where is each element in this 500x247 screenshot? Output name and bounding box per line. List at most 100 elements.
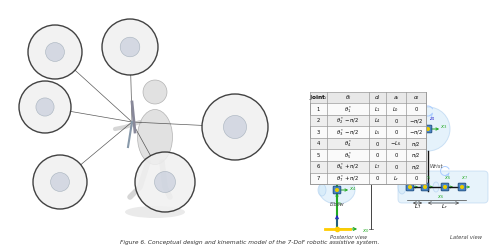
Circle shape bbox=[426, 128, 430, 130]
Circle shape bbox=[352, 138, 356, 140]
Text: $0$: $0$ bbox=[375, 140, 380, 148]
Text: $\theta_3^* - \pi/2$: $\theta_3^* - \pi/2$ bbox=[336, 127, 359, 138]
Text: $L_1$: $L_1$ bbox=[376, 173, 384, 182]
Text: $\theta_i$: $\theta_i$ bbox=[344, 93, 352, 102]
Text: $0$: $0$ bbox=[375, 151, 380, 159]
Text: $x_4$: $x_4$ bbox=[394, 165, 402, 173]
Text: $z_3$: $z_3$ bbox=[411, 121, 417, 129]
FancyBboxPatch shape bbox=[441, 183, 449, 191]
Circle shape bbox=[102, 19, 158, 75]
Text: $0$: $0$ bbox=[414, 174, 418, 182]
Text: Wrist: Wrist bbox=[429, 165, 443, 169]
Circle shape bbox=[224, 115, 246, 139]
Text: $\pi/2$: $\pi/2$ bbox=[411, 140, 421, 148]
Text: $d_i$: $d_i$ bbox=[374, 93, 381, 102]
Text: $\theta_7^* + \pi/2$: $\theta_7^* + \pi/2$ bbox=[336, 173, 359, 184]
Ellipse shape bbox=[312, 109, 372, 161]
Text: $x_5$: $x_5$ bbox=[336, 200, 342, 208]
Text: $L_5$: $L_5$ bbox=[374, 128, 381, 137]
Text: $x_4$: $x_4$ bbox=[362, 133, 370, 141]
Text: $\theta_6^* + \pi/2$: $\theta_6^* + \pi/2$ bbox=[336, 161, 359, 172]
Text: $x_5$: $x_5$ bbox=[424, 174, 430, 182]
Circle shape bbox=[36, 98, 54, 116]
FancyBboxPatch shape bbox=[398, 171, 488, 203]
Text: 5: 5 bbox=[317, 153, 320, 158]
Text: $L_r$: $L_r$ bbox=[440, 203, 448, 211]
Circle shape bbox=[135, 152, 195, 212]
Circle shape bbox=[408, 170, 412, 172]
FancyBboxPatch shape bbox=[458, 183, 466, 191]
Ellipse shape bbox=[319, 176, 355, 204]
FancyBboxPatch shape bbox=[322, 127, 330, 135]
Bar bbox=[310, 138, 426, 149]
Text: $0$: $0$ bbox=[394, 151, 398, 159]
Text: 1: 1 bbox=[317, 107, 320, 112]
FancyBboxPatch shape bbox=[406, 183, 414, 191]
Text: $\alpha_i$: $\alpha_i$ bbox=[412, 94, 420, 102]
Text: Lateral view: Lateral view bbox=[450, 234, 482, 240]
Text: $\theta_4^*$: $\theta_4^*$ bbox=[344, 138, 352, 149]
Bar bbox=[310, 115, 426, 126]
Text: 7: 7 bbox=[317, 176, 320, 181]
Text: $x_4$: $x_4$ bbox=[408, 158, 416, 166]
Bar bbox=[310, 92, 426, 103]
Text: $-L_6$: $-L_6$ bbox=[390, 139, 402, 148]
FancyBboxPatch shape bbox=[334, 127, 342, 135]
Text: $L_2$: $L_2$ bbox=[328, 147, 336, 156]
Circle shape bbox=[120, 37, 140, 57]
Text: $x_4$: $x_4$ bbox=[350, 185, 356, 193]
Text: $-\pi/2$: $-\pi/2$ bbox=[409, 128, 423, 136]
Text: Joint$_i$: Joint$_i$ bbox=[309, 93, 328, 102]
Text: Scapula and shoulder: Scapula and shoulder bbox=[324, 104, 376, 109]
FancyBboxPatch shape bbox=[406, 167, 414, 175]
Bar bbox=[0, 0, 305, 247]
Text: $z_4$: $z_4$ bbox=[429, 115, 435, 123]
FancyBboxPatch shape bbox=[421, 183, 429, 191]
Text: $x_0$: $x_0$ bbox=[362, 227, 370, 235]
Circle shape bbox=[202, 94, 268, 160]
FancyBboxPatch shape bbox=[333, 186, 341, 194]
Circle shape bbox=[460, 186, 464, 188]
Text: $L_4$: $L_4$ bbox=[368, 124, 376, 133]
Text: $L_r$: $L_r$ bbox=[392, 174, 400, 183]
Text: $L_1$: $L_1$ bbox=[374, 105, 381, 114]
Text: $x_1$: $x_1$ bbox=[310, 125, 318, 133]
Text: $-\pi/2$: $-\pi/2$ bbox=[409, 117, 423, 125]
Text: 3: 3 bbox=[317, 130, 320, 135]
Text: Figure 6. Conceptual design and kinematic model of the 7-DoF robotic assistive s: Figure 6. Conceptual design and kinemati… bbox=[120, 240, 380, 245]
Circle shape bbox=[154, 171, 176, 192]
Text: Elbow: Elbow bbox=[330, 202, 344, 206]
Circle shape bbox=[336, 189, 338, 191]
Circle shape bbox=[50, 173, 70, 191]
Text: $0$: $0$ bbox=[394, 128, 398, 136]
Ellipse shape bbox=[433, 182, 439, 192]
Text: $x_7$: $x_7$ bbox=[460, 174, 468, 182]
Text: $0$: $0$ bbox=[394, 117, 398, 125]
Text: $x_3$: $x_3$ bbox=[334, 135, 342, 143]
Text: Posterior view: Posterior view bbox=[330, 234, 367, 240]
Ellipse shape bbox=[406, 107, 450, 151]
Text: $L_6$: $L_6$ bbox=[371, 178, 378, 186]
FancyBboxPatch shape bbox=[350, 135, 358, 143]
FancyBboxPatch shape bbox=[424, 125, 432, 133]
FancyBboxPatch shape bbox=[342, 135, 350, 143]
Text: $0$: $0$ bbox=[414, 105, 418, 113]
Bar bbox=[310, 92, 426, 184]
Text: $x_3$: $x_3$ bbox=[440, 123, 448, 131]
Text: $L_7$: $L_7$ bbox=[414, 203, 422, 211]
Text: $\theta_2^* - \pi/2$: $\theta_2^* - \pi/2$ bbox=[336, 115, 359, 126]
Circle shape bbox=[19, 81, 71, 133]
Circle shape bbox=[28, 25, 82, 79]
Text: $\theta_5^*$: $\theta_5^*$ bbox=[344, 150, 352, 161]
Text: $L_7$: $L_7$ bbox=[374, 162, 381, 171]
Text: $L_4$: $L_4$ bbox=[374, 116, 381, 125]
Text: $x_6$: $x_6$ bbox=[444, 174, 450, 182]
Circle shape bbox=[444, 186, 446, 188]
Text: $0$: $0$ bbox=[375, 174, 380, 182]
Text: $\pi/2$: $\pi/2$ bbox=[411, 151, 421, 159]
Text: 2: 2 bbox=[317, 118, 320, 123]
Text: $\pi/2$: $\pi/2$ bbox=[411, 163, 421, 171]
Circle shape bbox=[408, 186, 412, 188]
Bar bbox=[310, 161, 426, 172]
Ellipse shape bbox=[398, 180, 406, 194]
